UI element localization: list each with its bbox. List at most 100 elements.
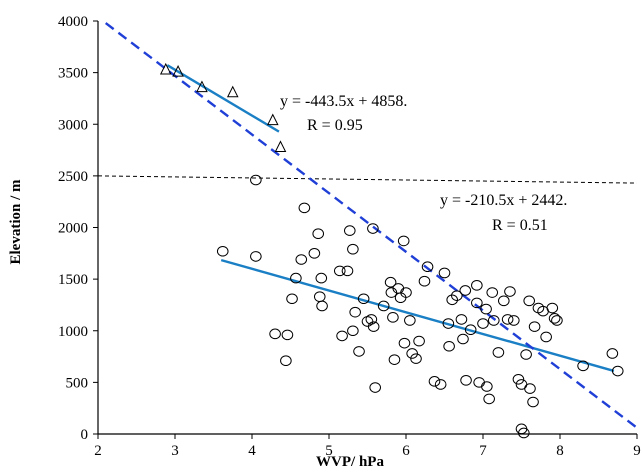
circle-marker bbox=[281, 329, 294, 341]
circle-marker bbox=[471, 280, 483, 291]
circle-marker bbox=[508, 315, 520, 326]
circle-marker bbox=[216, 245, 229, 257]
circle-marker bbox=[406, 348, 418, 359]
y-tick-label: 2000 bbox=[58, 221, 88, 237]
circle-marker bbox=[347, 325, 359, 337]
circle-marker bbox=[400, 287, 412, 298]
circle-marker bbox=[280, 355, 292, 366]
circle-marker bbox=[523, 295, 536, 307]
circle-marker bbox=[269, 328, 281, 340]
circle-marker bbox=[524, 383, 536, 394]
circle-marker bbox=[518, 427, 530, 439]
fit-r-upper: R = 0.95 bbox=[307, 117, 363, 134]
circle-marker bbox=[315, 272, 328, 284]
circle-marker bbox=[404, 315, 416, 326]
circle-marker bbox=[343, 225, 356, 236]
triangle-marker bbox=[159, 62, 172, 75]
circle-marker bbox=[527, 396, 539, 408]
circle-marker bbox=[286, 293, 298, 305]
y-tick-label: 1500 bbox=[58, 272, 88, 288]
y-tick-label: 2500 bbox=[58, 169, 88, 185]
circle-marker bbox=[451, 290, 463, 301]
circle-marker bbox=[464, 324, 477, 336]
circle-marker bbox=[347, 243, 359, 255]
circle-marker bbox=[520, 349, 532, 360]
circle-marker bbox=[290, 272, 302, 284]
circle-marker bbox=[443, 340, 455, 352]
circle-marker bbox=[460, 375, 472, 386]
circle-marker bbox=[546, 302, 559, 314]
circle-marker bbox=[365, 314, 378, 325]
circle-marker bbox=[504, 286, 516, 297]
threshold-line bbox=[97, 175, 638, 184]
circle-marker bbox=[316, 300, 328, 312]
circle-marker bbox=[428, 376, 441, 387]
triangle-marker bbox=[226, 85, 239, 98]
circle-marker bbox=[611, 365, 624, 377]
circle-marker bbox=[577, 360, 589, 372]
envelope-dashed-line bbox=[104, 22, 638, 429]
fit-equation-upper: y = -443.5x + 4858. bbox=[280, 93, 407, 110]
x-tick-label: 6 bbox=[402, 443, 410, 459]
triangle-marker bbox=[266, 113, 279, 126]
circle-marker bbox=[551, 315, 563, 326]
circle-marker bbox=[353, 346, 365, 357]
circle-marker bbox=[487, 315, 500, 326]
circle-marker bbox=[367, 223, 379, 234]
circle-marker bbox=[548, 313, 561, 324]
circle-marker bbox=[413, 335, 425, 347]
x-tick-label: 5 bbox=[325, 443, 333, 459]
y-axis-title: Elevation / m bbox=[8, 179, 24, 265]
circle-marker bbox=[497, 295, 510, 307]
circle-marker bbox=[369, 382, 382, 393]
circle-marker bbox=[336, 330, 348, 342]
x-tick-label: 3 bbox=[171, 443, 179, 459]
circle-marker bbox=[528, 321, 541, 332]
circle-marker bbox=[308, 248, 321, 259]
fit-r-lower: R = 0.51 bbox=[492, 217, 548, 234]
circle-marker bbox=[349, 306, 361, 318]
fit-equation-lower: y = -210.5x + 2442. bbox=[440, 192, 567, 209]
y-tick-label: 4000 bbox=[58, 14, 88, 30]
fit-line-lower bbox=[220, 258, 615, 373]
circle-marker bbox=[492, 347, 505, 358]
y-tick-label: 1000 bbox=[58, 324, 88, 340]
circle-marker bbox=[298, 202, 311, 214]
circle-marker bbox=[459, 285, 472, 296]
triangle-marker bbox=[172, 64, 184, 77]
x-tick-label: 4 bbox=[248, 443, 256, 459]
circle-marker bbox=[457, 333, 469, 345]
circle-marker bbox=[295, 254, 308, 265]
circle-marker bbox=[361, 316, 374, 327]
circle-marker bbox=[501, 314, 514, 325]
circle-marker bbox=[471, 297, 483, 309]
circle-marker bbox=[434, 379, 447, 390]
circle-marker bbox=[410, 353, 422, 364]
x-tick-label: 2 bbox=[94, 443, 102, 459]
x-axis-title: WVP/ hPa bbox=[316, 454, 384, 470]
circle-marker bbox=[481, 381, 493, 392]
circle-marker bbox=[312, 228, 325, 239]
circle-marker bbox=[540, 331, 552, 343]
circle-marker bbox=[473, 377, 485, 388]
circle-marker bbox=[480, 303, 492, 315]
circle-marker bbox=[398, 337, 411, 349]
circle-marker bbox=[377, 300, 390, 312]
circle-marker bbox=[367, 321, 380, 332]
x-tick-label: 7 bbox=[479, 443, 487, 459]
circle-marker bbox=[384, 276, 397, 288]
triangle-marker bbox=[274, 140, 287, 152]
circle-marker bbox=[250, 251, 262, 262]
y-tick-label: 500 bbox=[66, 375, 89, 391]
circle-marker bbox=[455, 314, 468, 325]
y-tick-label: 3500 bbox=[58, 66, 88, 82]
circle-marker bbox=[250, 174, 262, 186]
triangle-marker bbox=[196, 80, 208, 93]
circle-marker bbox=[387, 312, 399, 323]
circle-marker bbox=[446, 294, 459, 306]
circle-marker bbox=[486, 287, 499, 298]
circle-marker bbox=[341, 265, 354, 277]
circle-marker bbox=[357, 293, 370, 305]
